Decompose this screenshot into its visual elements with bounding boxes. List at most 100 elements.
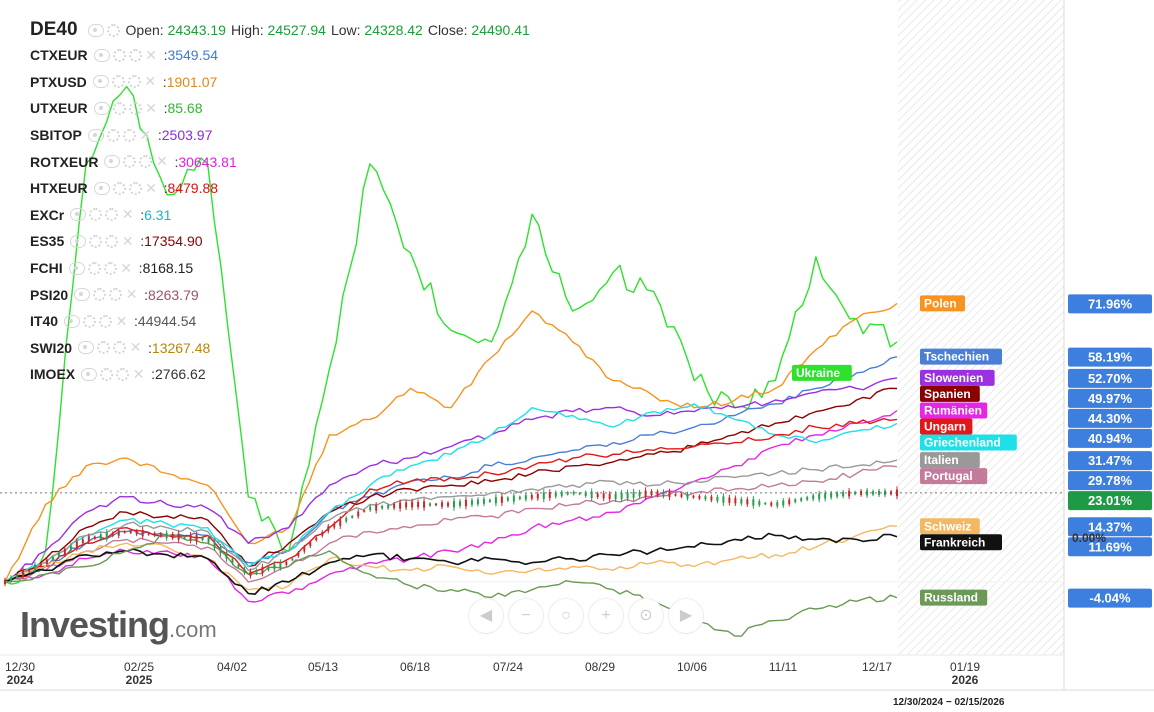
close-icon[interactable]: ✕ <box>115 312 128 329</box>
eye-icon[interactable] <box>93 48 110 62</box>
gear-icon[interactable] <box>99 314 113 328</box>
x-tick-05-13: 05/13 <box>308 660 338 674</box>
close-icon[interactable]: ✕ <box>121 206 134 223</box>
de40-candle-body <box>470 500 473 505</box>
eye-icon[interactable] <box>87 128 104 142</box>
eye-icon[interactable] <box>64 314 81 328</box>
de40-candle-body <box>315 537 318 541</box>
gear-icon[interactable] <box>139 155 153 169</box>
scroll-right-icon[interactable]: ▶ <box>668 598 704 634</box>
gear-icon[interactable] <box>112 101 126 115</box>
de40-candle-body <box>788 499 791 505</box>
series-label-box-russland <box>920 589 988 606</box>
de40-candle-body <box>117 530 120 536</box>
de40-candle-body <box>201 537 204 541</box>
gear-icon[interactable] <box>128 181 142 195</box>
legend-separator: : <box>163 100 168 117</box>
legend-icons: ✕ <box>70 206 134 223</box>
close-icon[interactable]: ✕ <box>132 365 145 382</box>
gear-icon[interactable] <box>122 128 136 142</box>
gear-icon[interactable] <box>112 181 126 195</box>
close-icon[interactable]: ✕ <box>145 99 157 116</box>
gear-icon[interactable] <box>89 208 103 222</box>
gear-icon[interactable] <box>113 341 127 355</box>
scroll-left-icon[interactable]: ◀ <box>468 598 504 634</box>
gear-icon[interactable] <box>116 367 130 381</box>
legend-symbol: PSI20 <box>30 286 69 303</box>
eye-icon[interactable] <box>92 75 109 89</box>
gear-icon[interactable] <box>93 288 107 302</box>
series-line-slowenien <box>4 377 898 583</box>
close-icon[interactable]: ✕ <box>145 179 157 196</box>
eye-icon[interactable] <box>93 101 110 115</box>
de40-candle-body <box>369 506 372 511</box>
de40-candle-body <box>842 491 845 497</box>
gear-icon[interactable] <box>105 234 119 248</box>
gear-icon[interactable] <box>87 261 101 275</box>
close-icon[interactable]: ✕ <box>156 153 168 170</box>
legend-row-utxeur: UTXEUR ✕: 85.68 <box>30 95 535 122</box>
de40-candle-body <box>21 570 24 577</box>
gear-icon[interactable] <box>103 261 117 275</box>
eye-icon[interactable] <box>104 155 121 169</box>
percent-badge-russland <box>1068 588 1152 608</box>
eye-icon[interactable] <box>70 208 87 222</box>
gear-icon[interactable] <box>83 314 97 328</box>
de40-candle-body <box>393 504 396 509</box>
gear-icon[interactable] <box>112 48 126 62</box>
close-icon[interactable]: ✕ <box>139 126 152 143</box>
gear-icon[interactable] <box>100 367 114 381</box>
de40-candle-body <box>758 501 761 505</box>
de40-candle-body <box>111 532 114 536</box>
eye-icon[interactable] <box>93 181 110 195</box>
zoom-reset-icon[interactable]: ○ <box>548 598 584 634</box>
main-symbol: DE40 <box>30 19 78 40</box>
close-icon[interactable]: ✕ <box>120 259 133 276</box>
gear-icon[interactable] <box>106 128 120 142</box>
de40-candle-body <box>638 492 641 497</box>
gear-icon[interactable] <box>105 208 119 222</box>
de40-candle-body <box>243 568 246 574</box>
gear-icon[interactable] <box>97 341 111 355</box>
gear-icon[interactable] <box>111 75 125 89</box>
legend-symbol: SBITOP <box>30 127 82 144</box>
eye-icon[interactable] <box>70 234 87 248</box>
gear-icon[interactable] <box>128 48 142 62</box>
de40-candle-body <box>884 490 887 496</box>
legend-rows: CTXEUR ✕: 3549.54 PTXUSD ✕: 1901.07 UTXEUR ✕:… <box>30 42 535 388</box>
close-icon[interactable]: ✕ <box>125 286 138 303</box>
close-icon[interactable]: ✕ <box>144 73 157 90</box>
legend-symbol: HTXEUR <box>30 180 88 197</box>
eye-icon[interactable] <box>87 23 104 37</box>
de40-candle-body <box>105 532 108 539</box>
series-line-polen <box>4 302 898 583</box>
de40-candle-body <box>578 492 581 495</box>
series-label-box-ukraine <box>792 364 852 381</box>
low-label: Low: <box>330 22 361 38</box>
de40-candle-body <box>225 552 228 559</box>
eye-icon[interactable] <box>78 341 95 355</box>
de40-candle-body <box>297 552 300 557</box>
zoom-fit-icon[interactable]: ⊙ <box>628 598 664 634</box>
gear-icon[interactable] <box>109 288 123 302</box>
gear-icon[interactable] <box>89 234 103 248</box>
gear-icon[interactable] <box>106 23 120 37</box>
de40-candle-body <box>716 496 719 502</box>
zoom-in-icon[interactable]: + <box>588 598 624 634</box>
series-labels: Polen Ukraine Tschechien Slowenien Spanien Ru… <box>792 295 1017 606</box>
eye-icon[interactable] <box>81 367 98 381</box>
close-icon[interactable]: ✕ <box>145 46 157 63</box>
legend-symbol: SWI20 <box>30 339 73 356</box>
gear-icon[interactable] <box>127 75 141 89</box>
gear-icon[interactable] <box>128 101 142 115</box>
zoom-out-icon[interactable]: − <box>508 598 544 634</box>
eye-icon[interactable] <box>68 261 85 275</box>
x-tick-12-17: 12/17 <box>862 660 892 674</box>
legend-icons: ✕ <box>93 46 158 63</box>
x-tick-11-11: 11/11 <box>769 660 798 674</box>
close-icon[interactable]: ✕ <box>121 232 134 249</box>
close-icon[interactable]: ✕ <box>129 339 142 356</box>
eye-icon[interactable] <box>74 288 91 302</box>
gear-icon[interactable] <box>123 155 137 169</box>
